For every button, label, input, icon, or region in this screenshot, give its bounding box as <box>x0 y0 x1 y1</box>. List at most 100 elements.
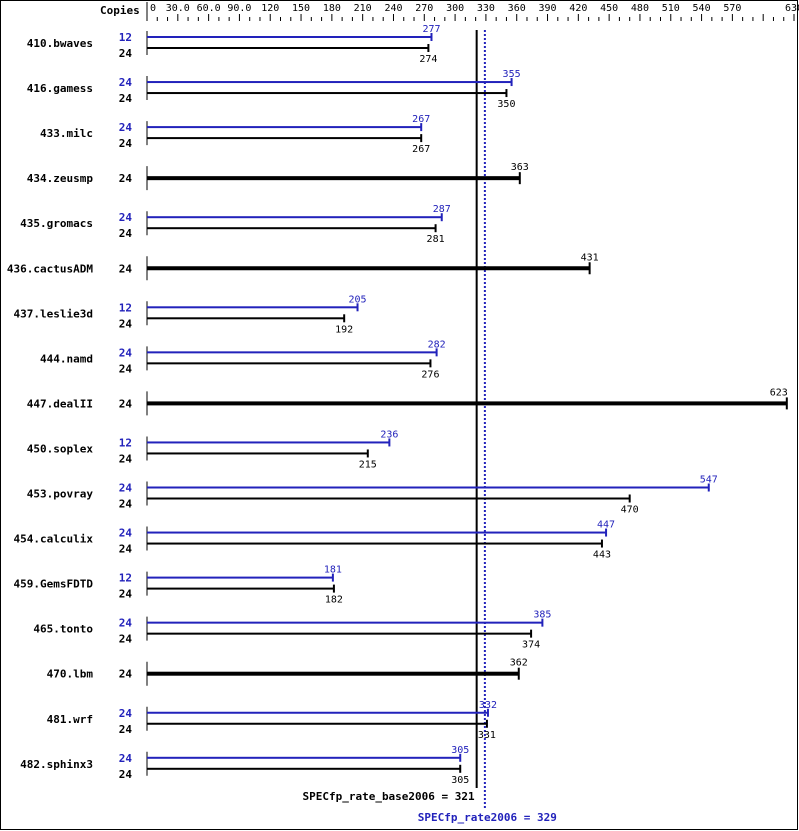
benchmark-label: 444.namd <box>40 352 93 365</box>
peak-value-label: 267 <box>412 114 430 125</box>
base-value-label: 362 <box>510 658 528 669</box>
benchmark-label: 482.sphinx3 <box>20 758 93 771</box>
base-bar <box>147 137 422 140</box>
base-value-label: 305 <box>451 775 469 786</box>
base-value-label: 374 <box>522 640 540 651</box>
base-copies: 24 <box>119 588 133 601</box>
peak-value-label: 447 <box>597 520 615 531</box>
benchmark-label: 434.zeusmp <box>27 172 94 185</box>
peak-bar <box>147 711 488 714</box>
base-bar <box>147 767 461 770</box>
x-tick-label: 510 <box>662 3 680 14</box>
base-copies: 24 <box>119 768 133 781</box>
benchmark-label: 410.bwaves <box>27 37 93 50</box>
peak-value-label: 287 <box>433 204 451 215</box>
peak-value-label: 181 <box>324 565 342 576</box>
x-tick-label: 540 <box>693 3 711 14</box>
base-bar <box>147 497 630 500</box>
benchmark-label: 459.GemsFDTD <box>14 578 94 591</box>
base-copies: 24 <box>119 227 133 240</box>
base-value-label: 443 <box>593 550 611 561</box>
peak-value-label: 355 <box>503 69 521 80</box>
base-bar <box>147 671 519 676</box>
base-copies: 24 <box>119 47 133 60</box>
benchmark-label: 481.wrf <box>47 713 93 726</box>
benchmark-label: 436.cactusADM <box>7 262 93 275</box>
base-copies: 24 <box>119 543 133 556</box>
base-bar <box>147 632 532 635</box>
peak-reference-label: SPECfp_rate2006 = 329 <box>418 811 557 824</box>
base-value-label: 350 <box>497 99 515 110</box>
peak-copies: 24 <box>119 121 133 134</box>
peak-bar <box>147 126 422 129</box>
benchmark-label: 435.gromacs <box>20 217 93 230</box>
x-tick-label: 270 <box>415 3 433 14</box>
base-value-label: 431 <box>581 252 599 263</box>
copies-header: Copies <box>100 4 140 17</box>
base-copies: 24 <box>119 452 133 465</box>
peak-value-label: 385 <box>533 610 551 621</box>
peak-copies: 12 <box>119 301 132 314</box>
base-value-label: 281 <box>427 234 445 245</box>
x-tick-label: 240 <box>384 3 402 14</box>
base-bar <box>147 587 334 590</box>
base-copies: 24 <box>119 362 133 375</box>
benchmark-label: 453.povray <box>27 488 94 501</box>
peak-bar <box>147 486 709 489</box>
peak-value-label: 332 <box>479 700 497 711</box>
base-bar <box>147 317 345 320</box>
base-copies: 24 <box>119 92 133 105</box>
benchmark-label: 416.gamess <box>27 82 93 95</box>
base-copies: 24 <box>119 317 133 330</box>
peak-bar <box>147 306 358 309</box>
base-copies: 24 <box>119 262 133 275</box>
x-tick-label: 630 <box>785 3 799 14</box>
peak-value-label: 547 <box>700 475 718 486</box>
benchmark-label: 437.leslie3d <box>14 307 93 320</box>
base-bar <box>147 92 507 95</box>
peak-value-label: 277 <box>422 24 440 35</box>
peak-copies: 24 <box>119 617 133 630</box>
base-value-label: 331 <box>478 730 496 741</box>
base-value-label: 470 <box>621 505 639 516</box>
base-bar <box>147 401 787 406</box>
peak-value-label: 205 <box>349 294 367 305</box>
benchmark-label: 450.soplex <box>27 442 94 455</box>
peak-bar <box>147 621 543 624</box>
x-tick-label: 480 <box>631 3 649 14</box>
x-tick-label: 360 <box>508 3 526 14</box>
base-value-label: 363 <box>511 162 529 173</box>
base-copies: 24 <box>119 172 133 185</box>
base-value-label: 623 <box>770 387 788 398</box>
base-bar <box>147 722 487 725</box>
base-value-label: 274 <box>419 54 437 65</box>
base-value-label: 182 <box>325 595 343 606</box>
peak-bar <box>147 351 437 354</box>
base-bar <box>147 362 431 365</box>
base-value-label: 276 <box>421 369 439 380</box>
x-tick-label: 150 <box>292 3 310 14</box>
peak-copies: 12 <box>119 31 132 44</box>
base-bar <box>147 266 590 271</box>
peak-bar <box>147 531 607 534</box>
base-bar <box>147 47 429 49</box>
base-copies: 24 <box>119 498 133 511</box>
peak-bar <box>147 756 461 759</box>
benchmark-label: 447.dealII <box>27 397 93 410</box>
base-bar <box>147 452 368 455</box>
base-bar <box>147 542 602 545</box>
benchmark-label: 465.tonto <box>33 623 93 636</box>
base-copies: 24 <box>119 137 133 150</box>
x-tick-label: 300 <box>446 3 464 14</box>
base-copies: 24 <box>119 397 133 410</box>
base-copies: 24 <box>119 723 133 736</box>
benchmark-label: 470.lbm <box>47 668 94 681</box>
peak-value-label: 305 <box>451 745 469 756</box>
x-tick-label: 120 <box>261 3 279 14</box>
x-tick-label: 450 <box>600 3 618 14</box>
x-tick-label: 90.0 <box>227 3 251 14</box>
benchmark-label: 454.calculix <box>14 533 94 546</box>
peak-bar <box>147 441 390 444</box>
